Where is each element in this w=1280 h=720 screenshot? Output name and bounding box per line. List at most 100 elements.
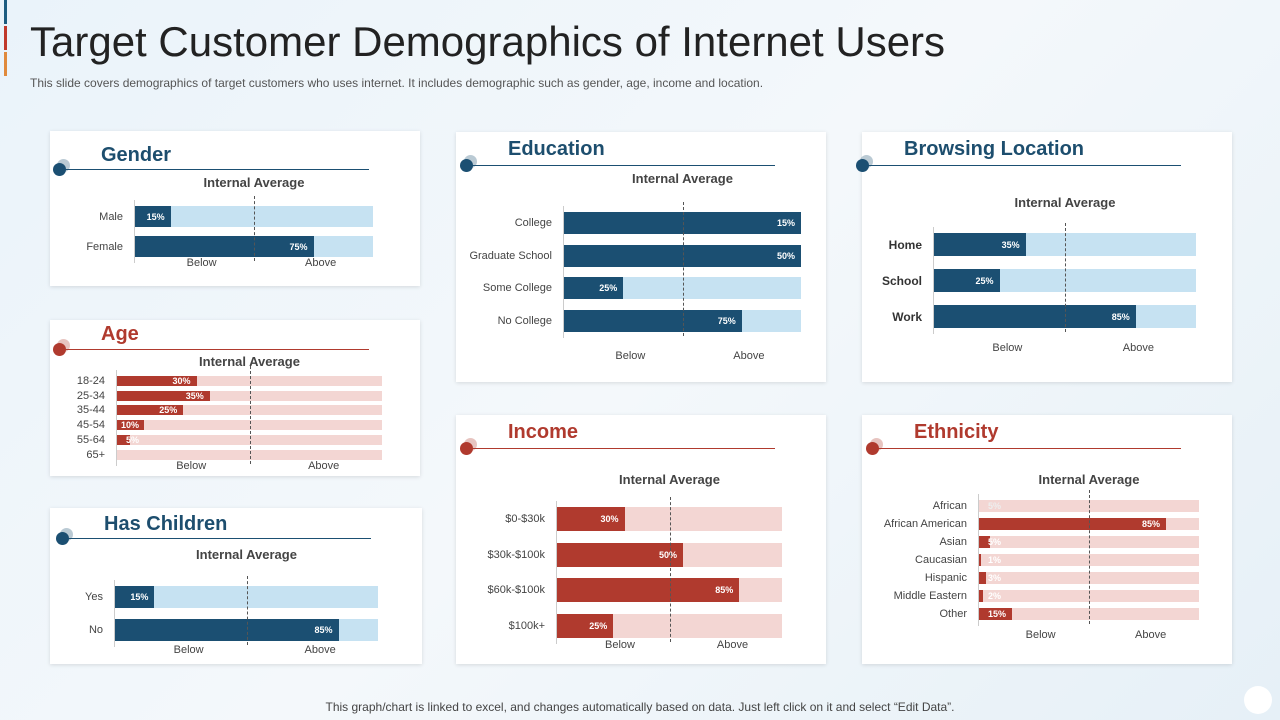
age-category-label: 18-24	[76, 375, 105, 387]
browsing-bar	[934, 269, 1000, 292]
gender-x-tick-label: Below	[186, 257, 217, 269]
education-data-label: 25%	[599, 283, 618, 294]
ethnicity-data-label: 1%	[987, 555, 1001, 565]
browsing-category-label: Home	[888, 237, 922, 252]
age-data-label: 5%	[125, 434, 139, 445]
gender-category-label: Male	[99, 210, 123, 223]
age-y-axis	[116, 370, 117, 466]
ethnicity-title: Ethnicity	[914, 421, 999, 443]
browsing-title-rule	[868, 165, 1181, 166]
income-y-axis	[556, 501, 557, 645]
education-x-tick-label: Below	[615, 350, 646, 362]
gender-average-line	[254, 196, 255, 261]
ethnicity-data-label: 3%	[987, 573, 1001, 583]
age-data-label: 25%	[159, 405, 178, 416]
children-category-label: Yes	[85, 591, 103, 603]
gender-y-axis	[134, 200, 135, 263]
ethnicity-title-rule	[878, 448, 1181, 449]
income-category-label: $0-$30k	[505, 513, 545, 525]
children-data-label: 15%	[130, 592, 149, 602]
age-bullet-icon	[53, 343, 66, 356]
education-panel[interactable]: Education Internal Average College 15% Gradu…	[456, 132, 826, 382]
ethnicity-data-label: 5%	[987, 501, 1001, 511]
ethnicity-average-line	[1089, 490, 1090, 624]
gender-bar	[135, 236, 314, 257]
age-category-label: 25-34	[76, 389, 105, 402]
ethnicity-category-label: African American	[883, 518, 967, 530]
age-bar	[117, 405, 184, 416]
children-x-tick-label: Below	[173, 644, 204, 656]
children-bar	[115, 586, 155, 608]
footer-note: This graph/chart is linked to excel, and…	[325, 700, 955, 714]
education-category-label: Some College	[482, 282, 552, 295]
income-title-rule	[472, 448, 775, 449]
age-data-label: 30%	[172, 376, 191, 386]
ethnicity-y-axis	[978, 494, 979, 626]
income-average-line	[669, 497, 671, 643]
gender-category-label: Female	[86, 240, 123, 253]
age-panel[interactable]: Age Internal Average 18-24 30% 25-34 35% 35-44…	[50, 320, 420, 476]
age-bar	[117, 420, 144, 431]
browsing-bar-track	[934, 305, 1196, 328]
education-bar	[564, 310, 742, 333]
gender-title: Gender	[101, 144, 172, 166]
browsing-bar	[934, 305, 1136, 328]
income-data-label: 25%	[589, 621, 608, 632]
browsing-subtitle: Internal Average	[1014, 195, 1116, 210]
children-panel[interactable]: Has Children Internal Average Yes 15% No 85% B…	[50, 508, 422, 664]
children-title: Has Children	[104, 513, 228, 535]
education-x-tick-label: Above	[733, 350, 765, 362]
browsing-x-tick-label: Above	[1122, 342, 1154, 354]
age-data-label: 35%	[185, 390, 204, 401]
age-data-label: 10%	[120, 420, 139, 431]
age-category-label: 35-44	[76, 404, 105, 417]
age-subtitle: Internal Average	[199, 354, 300, 369]
education-bar	[564, 277, 624, 300]
ethnicity-panel[interactable]: Ethnicity Internal Average African 5% Africa…	[862, 415, 1232, 664]
income-category-label: $100k+	[508, 620, 545, 633]
gender-bullet-icon	[53, 163, 66, 176]
age-bar	[117, 390, 210, 401]
income-x-tick-label: Above	[716, 639, 749, 651]
ethnicity-bullet-icon	[866, 442, 879, 455]
income-bar	[557, 507, 625, 531]
income-bar	[557, 542, 683, 567]
gender-title-rule	[65, 169, 369, 170]
browsing-bullet-icon	[856, 159, 869, 172]
education-title: Education	[508, 138, 605, 160]
gender-subtitle: Internal Average	[203, 175, 305, 190]
age-x-tick-label: Below	[176, 460, 207, 472]
age-category-label: 65+	[86, 448, 105, 461]
browsing-panel[interactable]: Browsing Location Internal Average Home 35%…	[856, 132, 1232, 382]
browsing-x-tick-label: Below	[992, 342, 1023, 354]
ethnicity-category-label: Hispanic	[924, 572, 967, 584]
accent-bar-red	[4, 26, 7, 50]
income-bar	[557, 578, 740, 603]
ethnicity-data-label: 2%	[987, 591, 1001, 601]
ethnicity-x-tick-label: Below	[1025, 629, 1056, 641]
ethnicity-data-label: 5%	[987, 537, 1001, 547]
income-bar-track	[557, 542, 782, 567]
ethnicity-data-label: 15%	[987, 609, 1006, 619]
ethnicity-bar	[979, 518, 1166, 530]
education-title-rule	[472, 165, 775, 166]
browsing-title: Browsing Location	[904, 138, 1084, 160]
age-title-rule	[65, 349, 369, 350]
corner-circle	[1244, 686, 1272, 714]
education-subtitle: Internal Average	[632, 171, 733, 186]
ethnicity-category-label: Asian	[939, 536, 967, 548]
education-data-label: 15%	[776, 218, 795, 228]
education-y-axis	[563, 206, 564, 339]
gender-data-label: 15%	[146, 211, 165, 222]
browsing-data-label: 85%	[1111, 311, 1130, 322]
income-panel[interactable]: Income Internal Average $0-$30k 30% $30k-$10…	[456, 415, 826, 664]
gender-data-label: 75%	[289, 241, 308, 252]
gender-x-tick-label: Above	[305, 257, 337, 269]
children-average-line	[246, 576, 248, 645]
education-category-label: College	[514, 217, 552, 229]
ethnicity-category-label: Other	[939, 608, 967, 620]
browsing-category-label: Work	[892, 309, 922, 324]
ethnicity-category-label: Middle Eastern	[893, 590, 967, 602]
children-subtitle: Internal Average	[196, 547, 297, 562]
gender-panel[interactable]: Gender Internal Average Male 15% Female 75% Be…	[50, 131, 420, 286]
